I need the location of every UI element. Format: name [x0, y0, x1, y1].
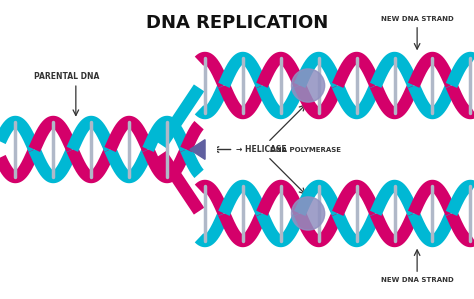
Text: DNA POLYMERASE: DNA POLYMERASE: [270, 147, 341, 152]
Text: PARENTAL DNA: PARENTAL DNA: [34, 72, 99, 81]
Ellipse shape: [292, 197, 325, 230]
Polygon shape: [190, 140, 205, 159]
Text: NEW DNA STRAND: NEW DNA STRAND: [381, 16, 454, 22]
Ellipse shape: [292, 69, 325, 102]
Text: DNA REPLICATION: DNA REPLICATION: [146, 14, 328, 32]
Text: → HELICASE: → HELICASE: [236, 145, 286, 154]
Text: NEW DNA STRAND: NEW DNA STRAND: [381, 277, 454, 283]
